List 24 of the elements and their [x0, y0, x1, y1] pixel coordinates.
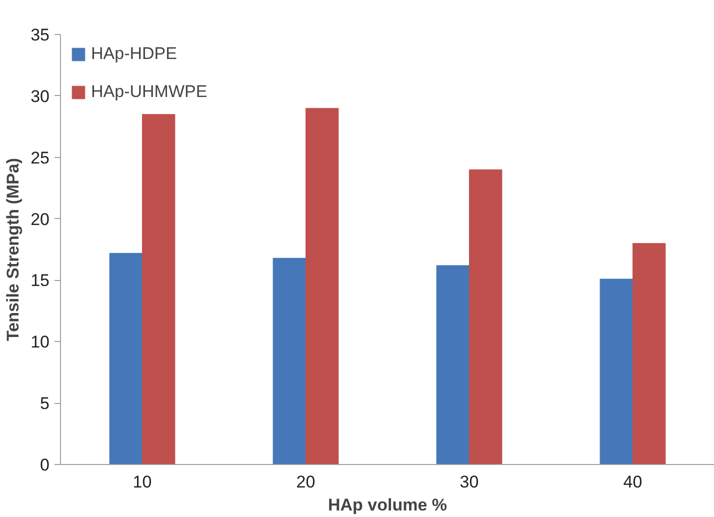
bar	[436, 265, 470, 464]
legend-label: HAp-UHMWPE	[91, 82, 208, 102]
legend-label: HAp-HDPE	[91, 44, 177, 64]
y-tick-label: 10	[30, 332, 50, 352]
y-tick-label: 35	[30, 26, 50, 44]
x-tick-label: 30	[460, 472, 479, 492]
x-axis-title: HAp volume %	[328, 496, 448, 514]
y-tick-label: 5	[40, 394, 50, 414]
y-tick-label: 25	[30, 148, 50, 168]
bar	[272, 258, 306, 464]
bar	[469, 169, 502, 464]
bar	[600, 278, 633, 464]
bar	[109, 252, 142, 464]
bar	[632, 243, 666, 464]
bar	[142, 114, 176, 464]
x-tick-label: 10	[132, 472, 152, 492]
y-tick-label: 0	[40, 456, 50, 474]
x-tick-label: 20	[296, 472, 316, 492]
y-tick-label: 15	[30, 271, 50, 290]
bar	[306, 108, 339, 464]
y-tick-label: 20	[30, 210, 50, 229]
y-axis-title: Tensile Strength (MPa)	[4, 158, 23, 341]
y-tick-label: 30	[30, 86, 50, 106]
x-tick-label: 40	[623, 472, 642, 492]
